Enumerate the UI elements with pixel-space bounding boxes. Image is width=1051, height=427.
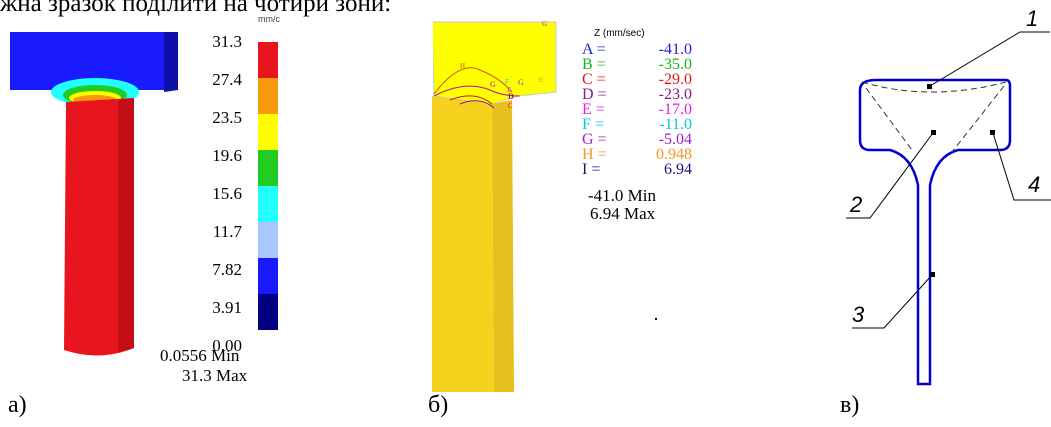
velocity-field-model-a xyxy=(10,32,178,356)
zone-label-3: 3 xyxy=(852,302,865,327)
contour-line xyxy=(433,67,513,95)
stem-front-b xyxy=(432,96,494,392)
zone-boundary xyxy=(861,81,1007,93)
scale-value: 3.91 xyxy=(212,298,242,317)
zone-label-4: 4 xyxy=(1028,172,1041,197)
scale-value: 0.00 xyxy=(212,336,242,355)
legend-value: -23.0 xyxy=(658,86,692,103)
legend-row: H = 0.948 xyxy=(582,146,692,163)
legend-value: -11.0 xyxy=(659,116,692,133)
contour-label: H xyxy=(538,76,544,84)
legend-key: C = xyxy=(582,71,606,88)
unit-label: mm/c xyxy=(258,14,280,24)
flange-side xyxy=(164,32,178,92)
t-profile-outline xyxy=(858,78,1012,386)
legend-key: I = xyxy=(582,161,601,178)
contour-label: F xyxy=(505,78,509,86)
stem-region xyxy=(64,98,134,356)
legend-row: I = 6.94 xyxy=(582,161,692,178)
legend-row: D = -23.0 xyxy=(582,86,692,103)
legend-value: -17.0 xyxy=(658,101,692,118)
contour-label: C xyxy=(508,102,513,110)
contour-line xyxy=(433,85,521,97)
zone-point-2 xyxy=(931,130,936,135)
scale-value: 31.3 xyxy=(212,32,242,51)
stray-dot xyxy=(655,318,657,320)
zone-diagram xyxy=(846,31,1051,386)
scale-value: 23.5 xyxy=(212,108,242,127)
scale-value: 15.6 xyxy=(212,184,242,203)
max-value-a: 31.3 Max xyxy=(182,366,248,385)
scale-swatch xyxy=(258,42,278,78)
zone-point-1 xyxy=(927,84,932,89)
scale-value: 7.82 xyxy=(212,260,242,279)
scale-swatch xyxy=(258,114,278,150)
zone-label-1: 1 xyxy=(1026,6,1039,31)
legend-value: 0.948 xyxy=(656,146,692,163)
scale-swatch xyxy=(258,186,278,222)
zone-point-3 xyxy=(930,272,935,277)
leader-line-3 xyxy=(852,274,933,329)
legend-value: 6.94 xyxy=(664,161,692,178)
scale-swatch xyxy=(258,294,278,330)
legend-row: B = -35.0 xyxy=(582,56,692,73)
legend-title: Z (mm/sec) xyxy=(594,28,645,39)
legend-key: A = xyxy=(582,41,606,58)
leader-line-1 xyxy=(929,31,1050,87)
scale-swatch xyxy=(258,258,278,294)
scale-value: 27.4 xyxy=(212,70,242,89)
zone-label-2: 2 xyxy=(850,192,863,217)
legend-row: C = -29.0 xyxy=(582,71,692,88)
legend-value: -35.0 xyxy=(658,56,692,73)
scale-value: 11.7 xyxy=(212,222,242,241)
contour-label: G xyxy=(490,80,496,89)
contour-label: G xyxy=(518,78,524,87)
panel-label-b: б) xyxy=(428,392,449,418)
contour-label: D xyxy=(508,92,514,101)
legend-row: E = -17.0 xyxy=(582,101,692,118)
panel-label-c: в) xyxy=(840,392,860,418)
stem-side xyxy=(118,98,134,352)
legend-key: B = xyxy=(582,56,606,73)
contour-label: G xyxy=(542,20,548,28)
scale-swatch xyxy=(258,150,278,186)
legend-key: G = xyxy=(582,131,607,148)
legend-key: F = xyxy=(582,116,604,133)
scale-value: 19.6 xyxy=(212,146,242,165)
leader-line-4 xyxy=(992,132,1051,201)
stem-side-b xyxy=(492,100,514,392)
zone-boundary xyxy=(865,87,913,151)
legend-row: F = -11.0 xyxy=(582,116,692,133)
contour-label: H xyxy=(460,62,466,70)
legend-value: -41.0 xyxy=(658,41,692,58)
min-value-b: -41.0 Min xyxy=(588,186,656,205)
legend-value: -29.0 xyxy=(658,71,692,88)
contour-line xyxy=(459,100,495,109)
contour-legend: A = -41.0 B = -35.0 C = -29.0 D = -23.0 E = -17.0… xyxy=(582,41,692,178)
max-value-b: 6.94 Max xyxy=(590,204,656,223)
legend-row: A = -41.0 xyxy=(582,41,692,58)
legend-value: -5.04 xyxy=(658,131,692,148)
legend-row: G = -5.04 xyxy=(582,131,692,148)
zone-boundary xyxy=(951,85,1005,153)
section-caption: жна зразок поділити на чотири зони: xyxy=(0,0,392,17)
velocity-field-model-b xyxy=(431,21,557,392)
contour-label: E xyxy=(507,86,512,94)
legend-key: H = xyxy=(582,146,607,163)
scale-swatch xyxy=(258,78,278,114)
scale-swatch xyxy=(258,222,278,258)
min-value-a: 0.0556 Min xyxy=(160,346,240,365)
contour-line xyxy=(449,95,493,105)
legend-key: D = xyxy=(582,86,607,103)
legend-key: E = xyxy=(582,101,605,118)
zone-point-4 xyxy=(990,130,995,135)
panel-label-a: а) xyxy=(8,392,27,418)
leader-line-2 xyxy=(846,132,934,219)
